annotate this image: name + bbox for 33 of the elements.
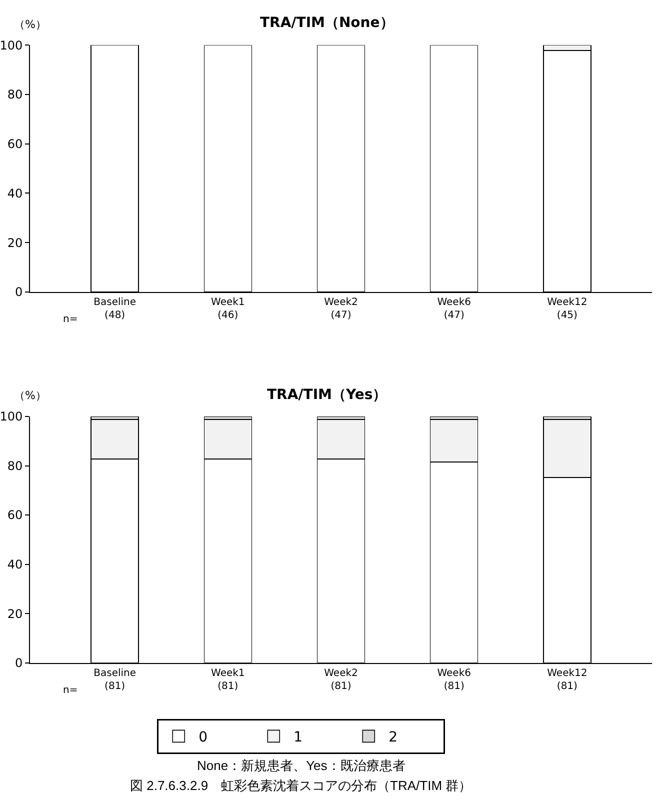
text: n=: [63, 685, 78, 696]
y-tick-label: 20: [7, 606, 23, 621]
legend-label: 0: [198, 730, 208, 746]
y-axis-title: （%）: [14, 18, 46, 31]
y-tick-label: 20: [7, 236, 23, 250]
x-tick-label: Baseline (48): [94, 296, 136, 321]
chart-title: TRA/TIM（Yes）: [267, 387, 387, 403]
x-tick-label: Baseline (81): [94, 668, 136, 692]
caption: 図 2.7.6.3.2.9 虹彩色素沈着スコアの分布（TRA/TIM 群）: [130, 778, 472, 793]
text: None：新規患者、Yes：既治療患者: [197, 758, 406, 773]
y-tick-label: 100: [0, 38, 23, 52]
legend-label: 1: [294, 730, 303, 746]
y-axis-title: （%）: [14, 389, 46, 402]
y-tick-label: 0: [14, 656, 23, 670]
chart-title: TRA/TIM（None）: [260, 15, 394, 31]
text: n=: [63, 314, 78, 325]
x-tick-label: Week6 (81): [437, 668, 471, 692]
y-tick-label: 60: [7, 508, 23, 522]
x-tick-label: Week6 (47): [437, 296, 471, 321]
y-tick-label: 80: [7, 458, 23, 473]
x-tick-label: Week1 (81): [211, 668, 245, 692]
y-tick-label: 100: [0, 410, 23, 424]
y-tick-label: 40: [7, 558, 23, 572]
y-tick-label: 80: [7, 88, 23, 102]
x-tick-label: Week1 (46): [211, 296, 245, 321]
y-tick-label: 60: [7, 137, 23, 152]
y-tick-label: 40: [7, 186, 23, 200]
legend-label: 2: [388, 730, 398, 746]
y-tick-label: 0: [14, 285, 23, 300]
x-tick-label: Week12 (45): [547, 296, 588, 321]
x-tick-label: Week2 (81): [324, 668, 358, 692]
x-tick-label: Week12 (81): [547, 668, 588, 692]
x-tick-label: Week2 (47): [324, 296, 358, 321]
